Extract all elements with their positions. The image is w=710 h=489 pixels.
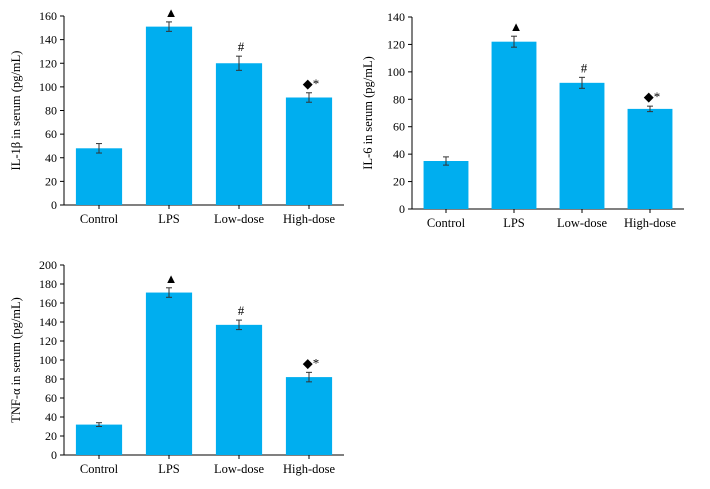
il6-bar-lps <box>491 41 537 209</box>
il6-y-tick-label: 120 <box>387 37 405 51</box>
tnfa-y-tick-label: 0 <box>51 448 57 462</box>
il1b-y-axis-title: IL-1β in serum (pg/mL) <box>9 51 23 171</box>
il6-y-tick-label: 0 <box>399 202 405 216</box>
il1b-y-tick-label: 80 <box>45 104 57 118</box>
tnfa-bar-lps <box>145 292 193 455</box>
il6-chart: 0 20 40 60 80 100 120 140 IL-6 in serum (pg/mL) C… <box>361 10 684 230</box>
il1b-y-tick-label: 100 <box>39 80 57 94</box>
il6-y-tick-label: 60 <box>393 120 405 134</box>
tnfa-bar-low-dose <box>215 324 263 455</box>
il1b-y-tick-label: 0 <box>51 198 57 212</box>
il1b-bar-low-dose <box>215 63 263 205</box>
tnfa-y-tick-label: 160 <box>39 296 57 310</box>
il6-category-label: LPS <box>503 216 525 230</box>
tnfa-y-tick-label: 100 <box>39 353 57 367</box>
il1b-significance-mark: ◆* <box>303 76 320 91</box>
il6-category-label: Control <box>427 216 466 230</box>
il6-category-label: High-dose <box>624 216 677 230</box>
il6-y-tick-label: 40 <box>393 147 405 161</box>
tnfa-y-tick-label: 60 <box>45 391 57 405</box>
il1b-y-tick-label: 120 <box>39 56 57 70</box>
il1b-y-tick-label: 20 <box>45 174 57 188</box>
il1b-y-tick-label: 140 <box>39 33 57 47</box>
il1b-y-tick-label: 60 <box>45 127 57 141</box>
tnfa-y-tick-label: 200 <box>39 258 57 272</box>
tnfa-y-axis-title: TNF-α in serum (pg/mL) <box>9 297 23 423</box>
il1b-chart: 0 20 40 60 80 100 120 140 160 IL-1β in serum (pg/… <box>9 5 344 226</box>
il1b-significance-mark: # <box>238 39 245 54</box>
il1b-bar-lps <box>145 26 193 205</box>
il6-significance-mark: # <box>581 60 588 75</box>
il1b-y-tick-label: 40 <box>45 151 57 165</box>
tnfa-significance-mark: ▲ <box>165 271 178 286</box>
il1b-category-label: High-dose <box>283 212 336 226</box>
il6-bar-control <box>423 161 469 209</box>
il6-significance-mark: ◆* <box>644 89 661 104</box>
il6-y-tick-label: 20 <box>393 175 405 189</box>
tnfa-y-tick-label: 120 <box>39 334 57 348</box>
tnfa-y-tick-label: 80 <box>45 372 57 386</box>
il6-category-label: Low-dose <box>557 216 607 230</box>
il1b-y-tick-label: 160 <box>39 9 57 23</box>
tnfa-category-label: LPS <box>158 462 180 476</box>
tnfa-y-tick-label: 20 <box>45 429 57 443</box>
il6-significance-mark: ▲ <box>510 19 523 34</box>
il1b-category-label: LPS <box>158 212 180 226</box>
il6-y-tick-label: 100 <box>387 65 405 79</box>
il6-y-axis-title: IL-6 in serum (pg/mL) <box>361 56 375 170</box>
tnfa-category-label: Control <box>80 462 119 476</box>
il1b-significance-mark: ▲ <box>165 5 178 20</box>
il1b-bar-control <box>75 148 123 205</box>
tnfa-bar-control <box>75 424 123 455</box>
tnfa-significance-mark: ◆* <box>303 355 320 370</box>
il1b-bar-high-dose <box>285 97 333 205</box>
il6-bar-low-dose <box>559 82 605 209</box>
tnfa-category-label: Low-dose <box>214 462 264 476</box>
il6-y-tick-label: 140 <box>387 10 405 24</box>
il1b-category-label: Control <box>80 212 119 226</box>
tnfa-y-tick-label: 40 <box>45 410 57 424</box>
tnfa-category-label: High-dose <box>283 462 336 476</box>
il6-bar-high-dose <box>627 108 673 209</box>
il6-y-tick-label: 80 <box>393 92 405 106</box>
tnfa-y-tick-label: 180 <box>39 277 57 291</box>
il1b-category-label: Low-dose <box>214 212 264 226</box>
tnfa-y-tick-label: 140 <box>39 315 57 329</box>
tnfa-significance-mark: # <box>238 303 245 318</box>
tnfa-bar-high-dose <box>285 377 333 455</box>
tnfa-chart: 0 20 40 60 80 100 120 140 160 180 200 TNF-α in seru… <box>9 258 344 476</box>
